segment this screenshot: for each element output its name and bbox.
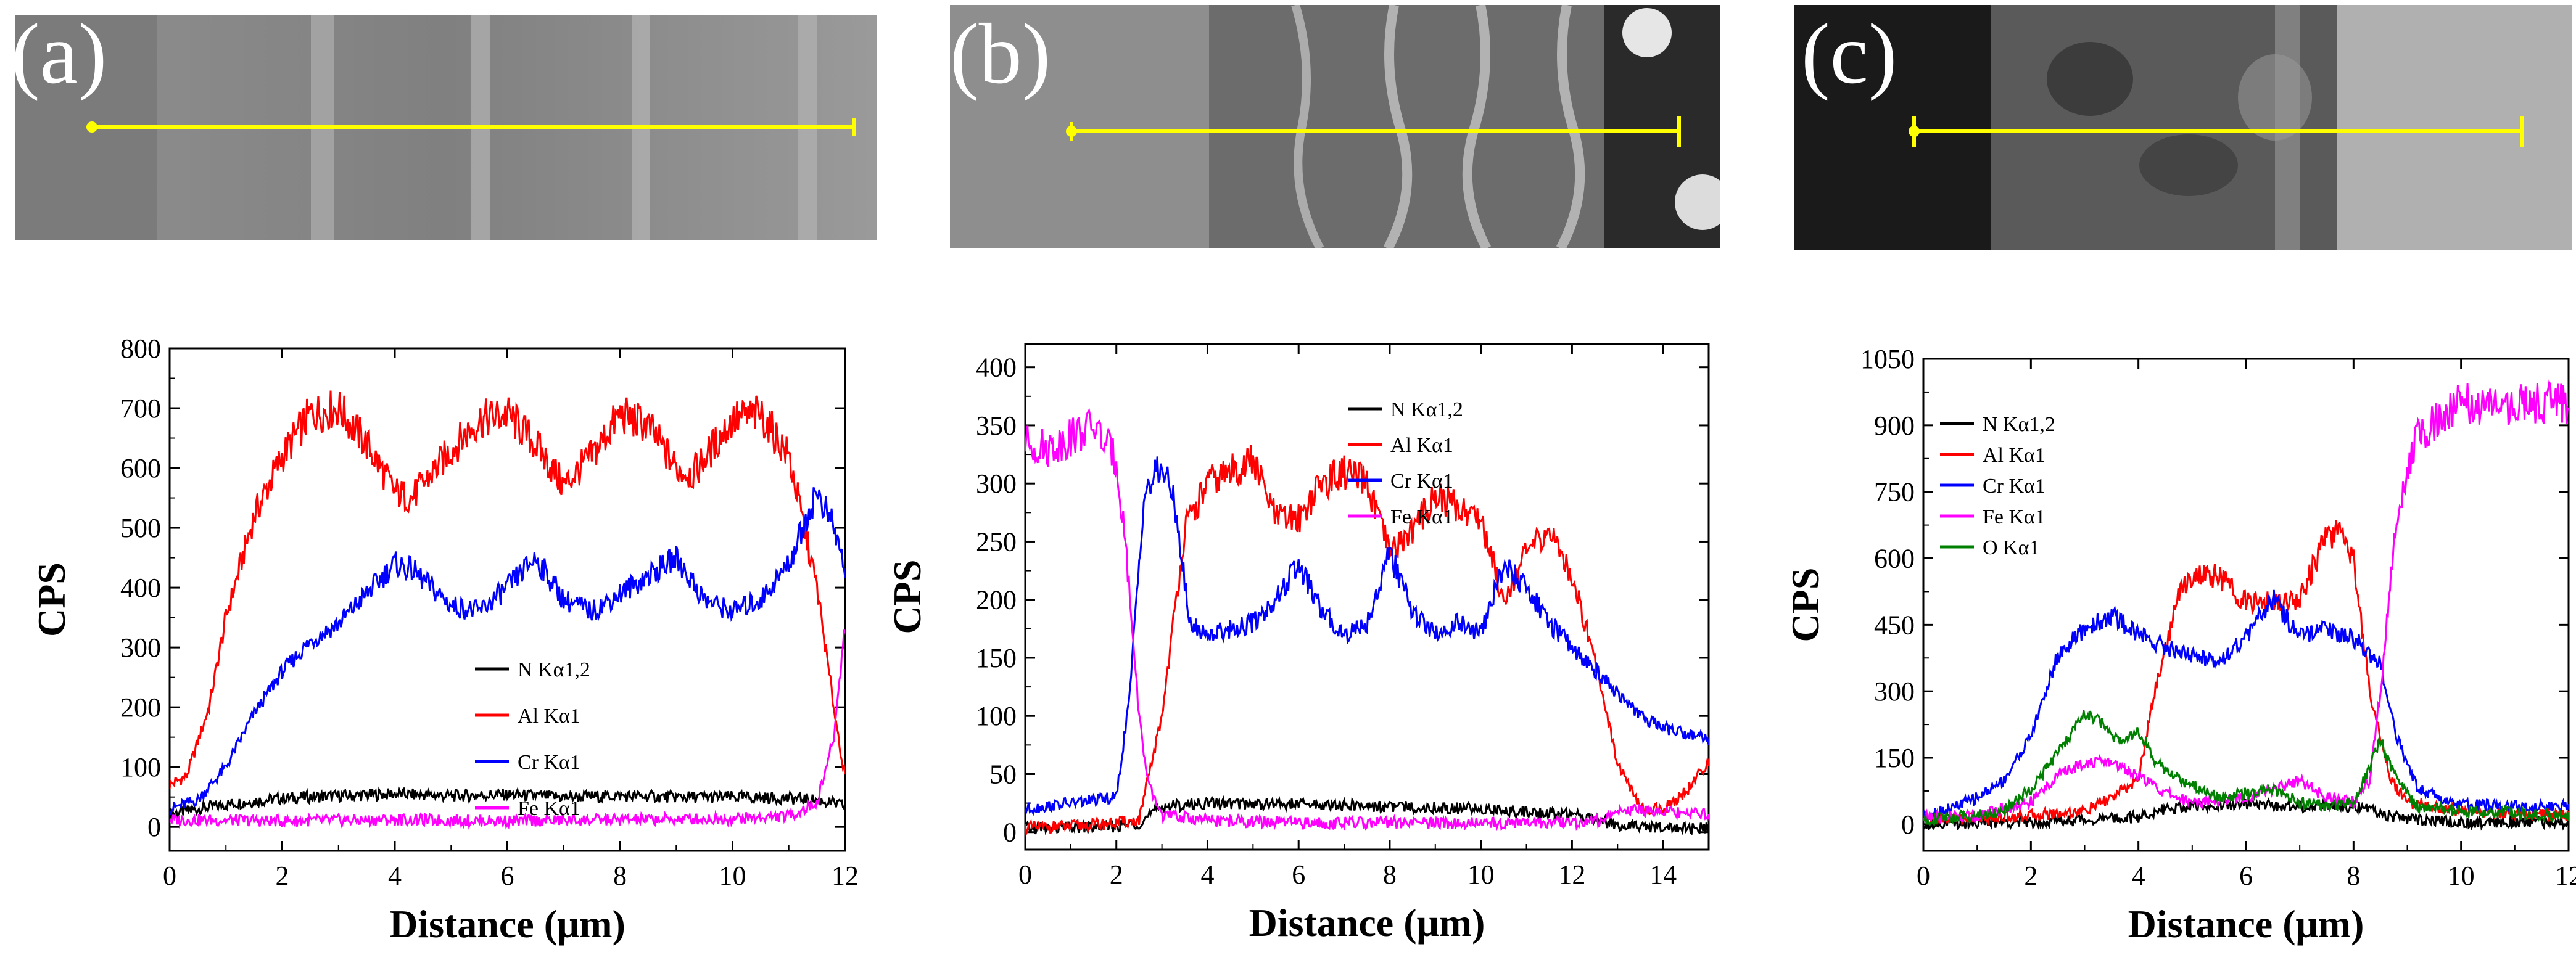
x-axis-title: Distance (μm) <box>2128 902 2364 946</box>
y-tick-label: 600 <box>1874 544 1915 574</box>
y-tick-label: 100 <box>976 701 1017 731</box>
y-tick-label: 300 <box>976 469 1017 499</box>
series-line-n <box>1025 795 1709 836</box>
x-axis-title: Distance (μm) <box>1249 901 1485 945</box>
series-line-al <box>1025 445 1709 837</box>
x-axis-title: Distance (μm) <box>389 902 625 946</box>
x-tick-label: 8 <box>2347 861 2360 891</box>
x-tick-label: 4 <box>1200 859 1214 890</box>
legend-label: Fe Kα1 <box>1390 506 1453 528</box>
y-tick-label: 300 <box>120 633 161 663</box>
y-axis-title: CPS <box>1783 568 1827 642</box>
x-tick-label: 0 <box>1018 859 1032 890</box>
x-tick-label: 8 <box>613 861 627 891</box>
series-line-al <box>1923 520 2569 827</box>
x-tick-label: 6 <box>1292 859 1305 890</box>
sem-image-b <box>950 5 1720 248</box>
x-tick-label: 10 <box>2448 861 2475 891</box>
legend-label: Al Kα1 <box>1983 444 2046 467</box>
chart-a: 0 2 4 6 8 10 12 0 100 200 300 400 500 600 700 800 Distan… <box>30 334 859 946</box>
x-tick-label: 4 <box>388 861 402 891</box>
series-line-cr <box>1025 456 1709 816</box>
series-line-al <box>170 390 845 789</box>
panel-label-a: (a) <box>11 6 107 102</box>
legend-label: N Kα1,2 <box>518 658 590 681</box>
y-tick-label: 500 <box>120 513 161 543</box>
x-tick-label: 6 <box>501 861 514 891</box>
y-tick-label: 400 <box>976 353 1017 383</box>
legend-label: Cr Kα1 <box>518 751 580 774</box>
series-line-cr <box>170 486 845 816</box>
x-tick-label: 4 <box>2132 861 2145 891</box>
legend-label: O Kα1 <box>1983 536 2039 559</box>
y-tick-label: 150 <box>976 643 1017 673</box>
y-axis-title: CPS <box>30 562 73 637</box>
plot-frame <box>1024 343 1710 851</box>
series-line-cr <box>1923 589 2569 821</box>
sem-b-graphic <box>950 5 1720 248</box>
sem-image-c <box>1794 5 2572 250</box>
sem-a-graphic <box>15 15 877 240</box>
legend-label: N Kα1,2 <box>1983 413 2055 436</box>
x-tick-label: 6 <box>2239 861 2253 891</box>
sem-c-graphic <box>1794 5 2572 250</box>
legend-label: Cr Kα1 <box>1983 475 2046 498</box>
x-tick-label: 8 <box>1383 859 1397 890</box>
x-tick-label: 14 <box>1649 859 1677 890</box>
y-tick-label: 450 <box>1874 610 1915 640</box>
x-tick-label: 10 <box>1468 859 1495 890</box>
series-line-fe <box>1923 379 2569 825</box>
y-tick-label: 900 <box>1874 411 1915 441</box>
y-tick-label: 350 <box>976 411 1017 441</box>
x-tick-label: 0 <box>1917 861 1930 891</box>
y-tick-label: 200 <box>120 692 161 723</box>
legend-label: Al Kα1 <box>1390 434 1453 457</box>
y-tick-label: 150 <box>1874 743 1915 773</box>
x-tick-label: 2 <box>1110 859 1123 890</box>
y-tick-label: 1050 <box>1860 344 1915 374</box>
y-tick-label: 0 <box>147 812 161 842</box>
y-tick-label: 50 <box>989 759 1017 789</box>
x-tick-label: 12 <box>832 861 859 891</box>
x-tick-label: 12 <box>2555 861 2576 891</box>
series-line-fe <box>1025 408 1709 832</box>
y-tick-label: 0 <box>1003 818 1017 848</box>
sem-image-a <box>15 15 877 240</box>
y-tick-label: 300 <box>1874 676 1915 707</box>
y-tick-label: 800 <box>120 334 161 364</box>
series-line-o <box>1923 710 2569 826</box>
y-tick-label: 750 <box>1874 477 1915 507</box>
panel-label-c: (c) <box>1801 6 1897 102</box>
y-tick-label: 100 <box>120 752 161 782</box>
x-tick-label: 10 <box>719 861 746 891</box>
x-tick-label: 2 <box>276 861 289 891</box>
x-tick-label: 12 <box>1558 859 1585 890</box>
y-tick-label: 700 <box>120 393 161 424</box>
x-tick-label: 2 <box>2024 861 2037 891</box>
panel-label-b: (b) <box>950 6 1051 102</box>
legend-label: N Kα1,2 <box>1390 398 1463 421</box>
x-tick-label: 0 <box>163 861 176 891</box>
y-tick-label: 400 <box>120 573 161 603</box>
chart-c: 0 2 4 6 8 10 12 0 150 300 450 600 750 900 1050 Distance… <box>1783 344 2576 946</box>
y-tick-label: 200 <box>976 585 1017 615</box>
legend-label: Al Kα1 <box>518 705 580 728</box>
legend-label: Cr Kα1 <box>1390 470 1453 493</box>
y-tick-label: 250 <box>976 527 1017 557</box>
legend-label: Fe Kα1 <box>1983 506 2046 528</box>
legend-label: Fe Kα1 <box>518 797 580 820</box>
series-line-fe <box>170 629 845 830</box>
y-tick-label: 0 <box>1901 810 1915 840</box>
y-axis-title: CPS <box>885 560 929 634</box>
y-tick-label: 600 <box>120 453 161 483</box>
series-line-n <box>170 786 845 820</box>
chart-b: 0 2 4 6 8 10 12 14 0 50 100 150 200 250 300 350 400 Dista… <box>885 343 1710 945</box>
